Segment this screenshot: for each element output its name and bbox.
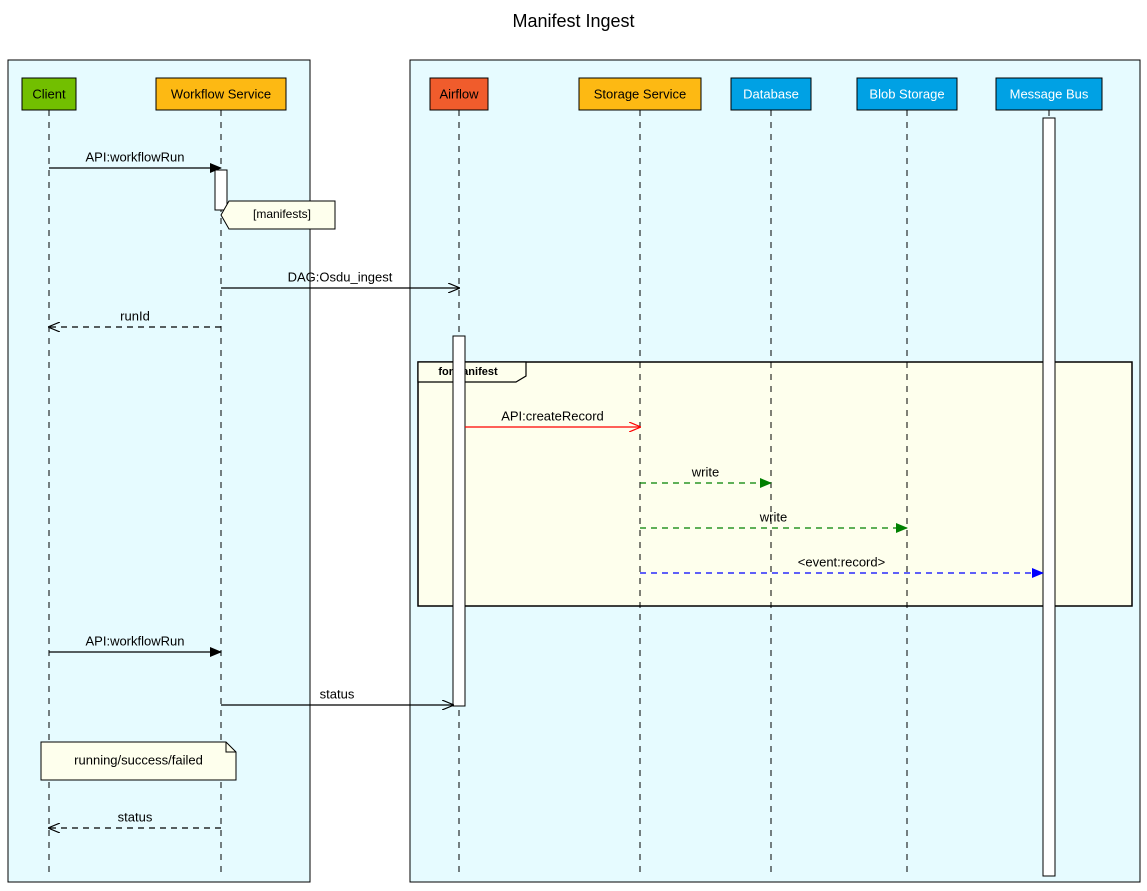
message-label: API:workflowRun — [86, 149, 185, 164]
diagram-title: Manifest Ingest — [512, 11, 634, 31]
actor-label: Storage Service — [594, 86, 687, 101]
tag-note-text: [manifests] — [253, 207, 311, 221]
actor-label: Client — [32, 86, 66, 101]
activation-bar — [453, 336, 465, 706]
message-label: API:workflowRun — [86, 633, 185, 648]
actor-label: Workflow Service — [171, 86, 271, 101]
actor-label: Blob Storage — [869, 86, 944, 101]
message-label: DAG:Osdu_ingest — [288, 269, 393, 284]
actor-label: Database — [743, 86, 799, 101]
sequence-diagram: Manifest Ingest forManifest Client Workflow… — [0, 0, 1147, 891]
sticky-note-text: running/success/failed — [74, 752, 203, 767]
activation-bar — [215, 170, 227, 210]
loop-fragment-label: forManifest — [438, 366, 498, 378]
message-label: status — [118, 809, 153, 824]
activation-bar — [1043, 118, 1055, 876]
loop-fragment — [418, 362, 1132, 606]
message-label: <event:record> — [798, 554, 885, 569]
message-label: API:createRecord — [501, 408, 604, 423]
actor-label: Airflow — [439, 86, 479, 101]
message-label: runId — [120, 308, 150, 323]
message-label: write — [759, 509, 787, 524]
message-label: status — [320, 686, 355, 701]
message-label: write — [691, 464, 719, 479]
actor-label: Message Bus — [1010, 86, 1089, 101]
